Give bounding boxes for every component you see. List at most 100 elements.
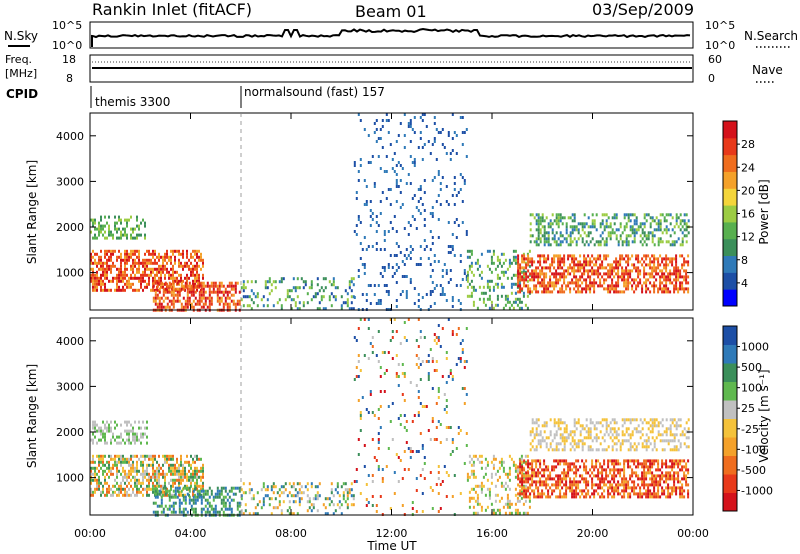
- range-cell: [663, 257, 666, 261]
- range-cell: [214, 507, 217, 511]
- range-cell: [633, 290, 636, 294]
- range-cell: [417, 209, 420, 212]
- range-cell: [357, 399, 360, 402]
- range-cell: [92, 493, 94, 497]
- range-cell: [585, 260, 588, 264]
- range-cell: [182, 498, 185, 502]
- range-cell: [496, 258, 499, 262]
- range-cell: [192, 472, 194, 476]
- range-cell: [174, 478, 176, 482]
- range-cell: [611, 263, 614, 267]
- range-cell: [381, 191, 384, 194]
- range-cell: [611, 483, 614, 487]
- range-cell: [523, 495, 526, 499]
- range-cell: [573, 462, 576, 466]
- range-cell: [597, 492, 600, 496]
- range-cell: [681, 465, 684, 469]
- range-cell: [152, 472, 154, 476]
- colorbar-tick-label: 28: [741, 138, 755, 151]
- range-cell: [381, 275, 384, 278]
- range-cell: [671, 486, 674, 490]
- range-cell: [180, 454, 182, 458]
- range-cell: [635, 284, 638, 288]
- range-cell: [553, 275, 556, 279]
- range-cell: [92, 426, 94, 430]
- range-cell: [194, 472, 196, 476]
- range-cell: [176, 281, 179, 285]
- range-cell: [557, 427, 560, 431]
- range-cell: [166, 290, 169, 294]
- range-cell: [470, 252, 473, 256]
- range-cell: [348, 307, 351, 311]
- range-cell: [647, 287, 650, 291]
- range-cell: [533, 459, 536, 463]
- range-cell: [156, 255, 158, 259]
- range-cell: [551, 228, 554, 232]
- colorbar-segment: [723, 221, 737, 240]
- range-cell: [146, 463, 148, 467]
- range-cell: [90, 438, 92, 442]
- range-cell: [547, 483, 550, 487]
- range-cell: [575, 225, 578, 229]
- range-cell: [573, 272, 576, 276]
- range-cell: [226, 296, 229, 300]
- range-cell: [595, 427, 598, 431]
- range-cell: [575, 240, 578, 244]
- range-cell: [563, 290, 566, 294]
- range-cell: [316, 491, 319, 495]
- range-cell: [476, 496, 479, 500]
- range-cell: [128, 429, 130, 433]
- range-cell: [391, 438, 394, 441]
- range-cell: [186, 279, 188, 283]
- range-cell: [535, 418, 538, 422]
- range-cell: [643, 240, 646, 244]
- range-cell: [124, 282, 126, 286]
- range-cell: [431, 507, 434, 510]
- range-cell: [597, 421, 600, 425]
- range-cell: [182, 305, 185, 309]
- range-cell: [447, 221, 450, 224]
- range-cell: [677, 471, 680, 475]
- range-cell: [252, 292, 255, 296]
- range-cell: [557, 474, 560, 478]
- range-cell: [541, 483, 544, 487]
- range-cell: [142, 273, 144, 277]
- range-cell: [248, 512, 251, 516]
- range-cell: [202, 287, 205, 291]
- range-cell: [565, 237, 568, 241]
- range-cell: [563, 281, 566, 285]
- range-cell: [671, 492, 674, 496]
- range-cell: [516, 469, 519, 473]
- range-cell: [196, 472, 198, 476]
- range-cell: [563, 468, 566, 472]
- range-cell: [403, 263, 406, 266]
- range-cell: [472, 303, 475, 307]
- range-cell: [611, 284, 614, 288]
- range-cell: [526, 279, 529, 283]
- range-cell: [437, 194, 440, 197]
- range-cell: [585, 284, 588, 288]
- range-cell: [581, 290, 584, 294]
- range-cell: [517, 492, 520, 496]
- range-cell: [196, 249, 198, 253]
- range-cell: [405, 248, 408, 251]
- range-cell: [178, 279, 180, 283]
- range-cell: [90, 273, 92, 277]
- range-cell: [174, 279, 176, 283]
- range-cell: [579, 275, 582, 279]
- range-cell: [478, 273, 481, 277]
- range-cell: [280, 509, 283, 513]
- range-cell: [120, 273, 122, 277]
- range-cell: [138, 224, 140, 228]
- range-cell: [174, 249, 176, 253]
- range-cell: [671, 243, 674, 247]
- range-cell: [573, 216, 576, 220]
- range-cell: [557, 424, 560, 428]
- range-cell: [220, 498, 223, 502]
- range-cell: [543, 284, 546, 288]
- beam-label: Beam 01: [355, 2, 427, 21]
- velocity-scatter: [90, 318, 690, 517]
- range-cell: [629, 213, 632, 217]
- range-cell: [156, 487, 158, 491]
- range-cell: [625, 240, 628, 244]
